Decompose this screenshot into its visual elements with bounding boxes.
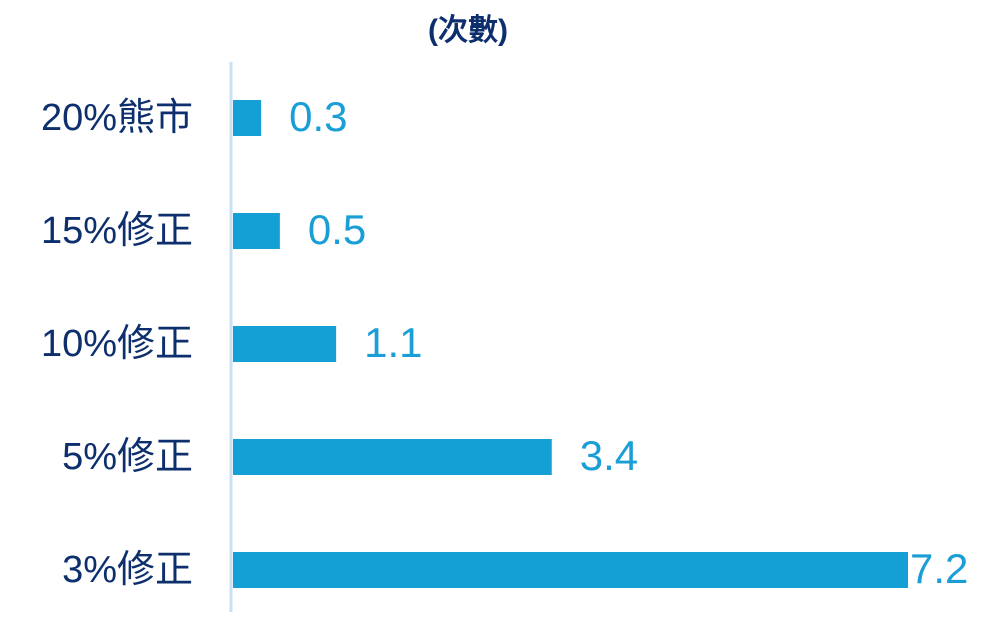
category-label: 20%熊市 (41, 97, 193, 139)
bar (233, 326, 337, 362)
bar (233, 552, 908, 588)
category-label: 15%修正 (41, 210, 193, 252)
value-label: 1.1 (364, 319, 422, 366)
value-label: 3.4 (580, 432, 638, 479)
value-label: 0.3 (289, 93, 347, 140)
value-label: 0.5 (308, 206, 366, 253)
bar (233, 213, 280, 249)
value-label: 7.2 (910, 545, 968, 592)
category-label: 10%修正 (41, 323, 193, 365)
bar (233, 439, 552, 475)
bar (233, 100, 262, 136)
category-label: 3%修正 (62, 549, 193, 591)
category-label: 5%修正 (62, 436, 193, 478)
chart-title: (次數) (428, 14, 508, 47)
